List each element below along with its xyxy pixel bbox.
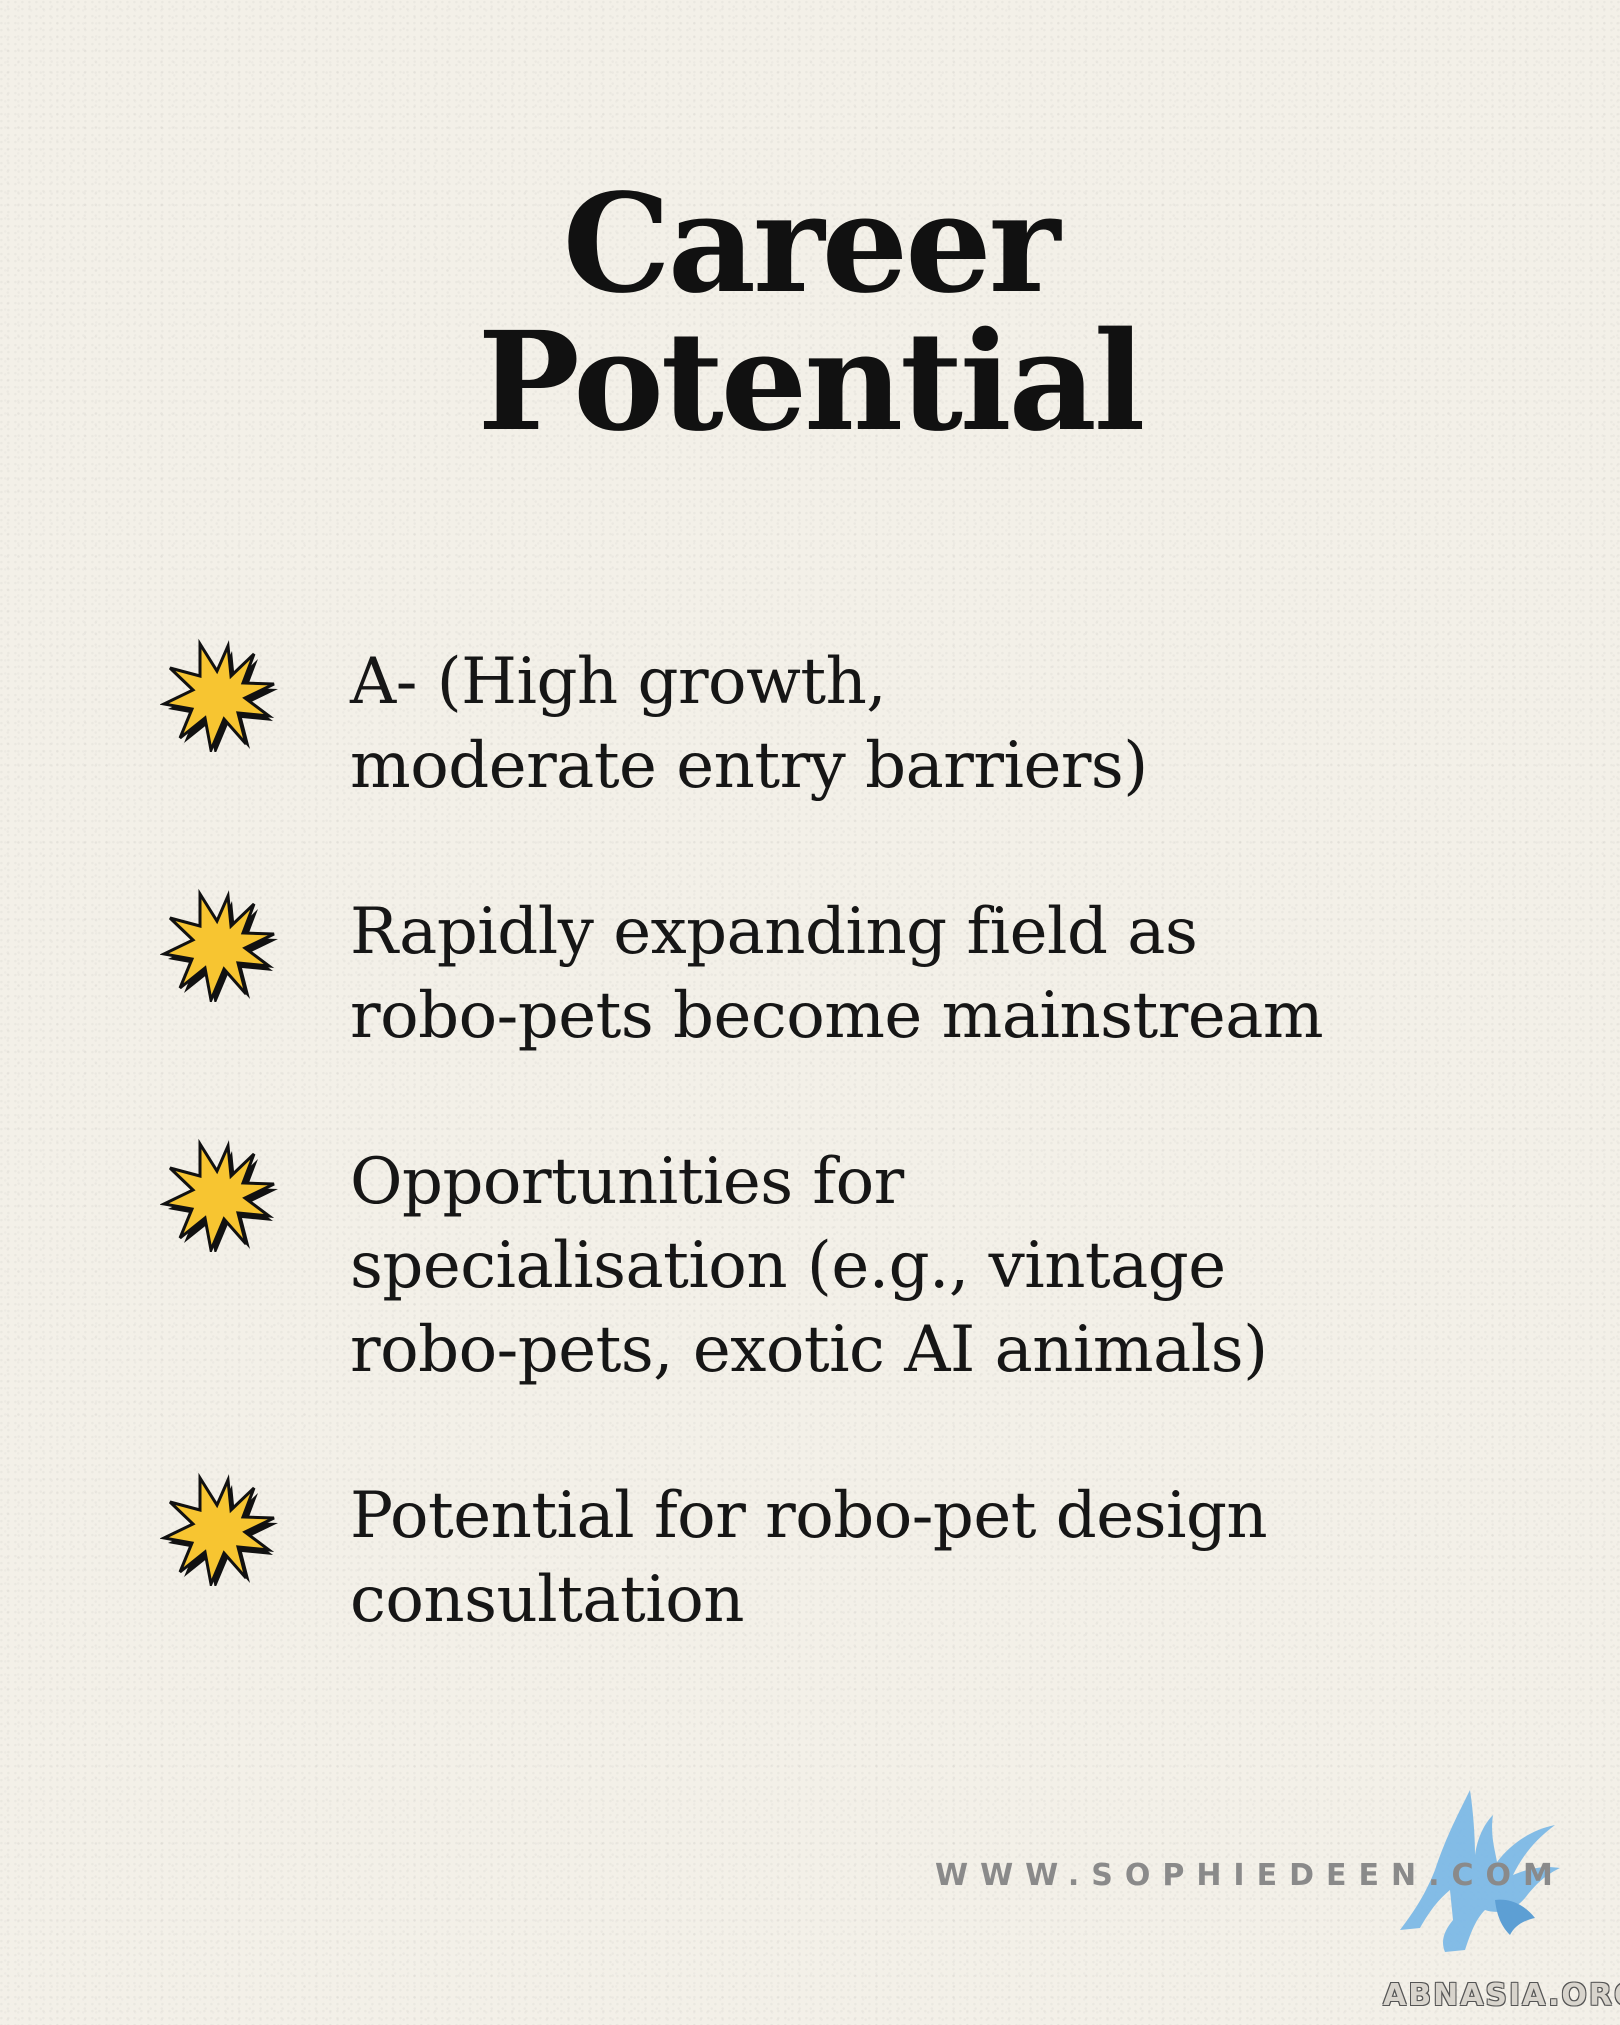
list-item-line: robo-pets, exotic AI animals): [350, 1313, 1268, 1387]
list-item-line: specialisation (e.g., vintage: [350, 1229, 1226, 1303]
list-item-line: Rapidly expanding field as: [350, 895, 1198, 969]
star-burst-icon: [160, 1472, 278, 1586]
list-item-line: A- (High growth,: [350, 645, 887, 719]
griffin-logo-icon: [1400, 1790, 1560, 1952]
list-item: A- (High growth, moderate entry barriers…: [160, 638, 1480, 808]
list-item-text: Rapidly expanding field as robo-pets bec…: [350, 890, 1324, 1058]
title-line-2: Potential: [477, 302, 1146, 462]
website-url: WWW.SOPHIEDEEN.COM: [935, 1858, 1565, 1893]
list-item-text: A- (High growth, moderate entry barriers…: [350, 640, 1148, 808]
list-item-line: robo-pets become mainstream: [350, 979, 1324, 1053]
list-item-line: Potential for robo-pet design: [350, 1479, 1268, 1553]
star-burst-icon: [160, 888, 278, 1002]
list-item: Potential for robo-pet design consultati…: [160, 1472, 1480, 1642]
watermark-text: ABNASIA.ORG: [1383, 1978, 1620, 2013]
list-item-line: moderate entry barriers): [350, 729, 1148, 803]
title-line-1: Career: [562, 164, 1061, 324]
list-item: Opportunities for specialisation (e.g., …: [160, 1138, 1480, 1392]
list-item: Rapidly expanding field as robo-pets bec…: [160, 888, 1480, 1058]
list-item-text: Opportunities for specialisation (e.g., …: [350, 1140, 1268, 1392]
star-burst-icon: [160, 638, 278, 752]
list-item-line: Opportunities for: [350, 1145, 904, 1219]
list-item-text: Potential for robo-pet design consultati…: [350, 1474, 1268, 1642]
bullet-list: A- (High growth, moderate entry barriers…: [160, 638, 1480, 1724]
list-item-line: consultation: [350, 1563, 744, 1637]
page-title: Career Potential: [0, 175, 1620, 451]
star-burst-icon: [160, 1138, 278, 1252]
